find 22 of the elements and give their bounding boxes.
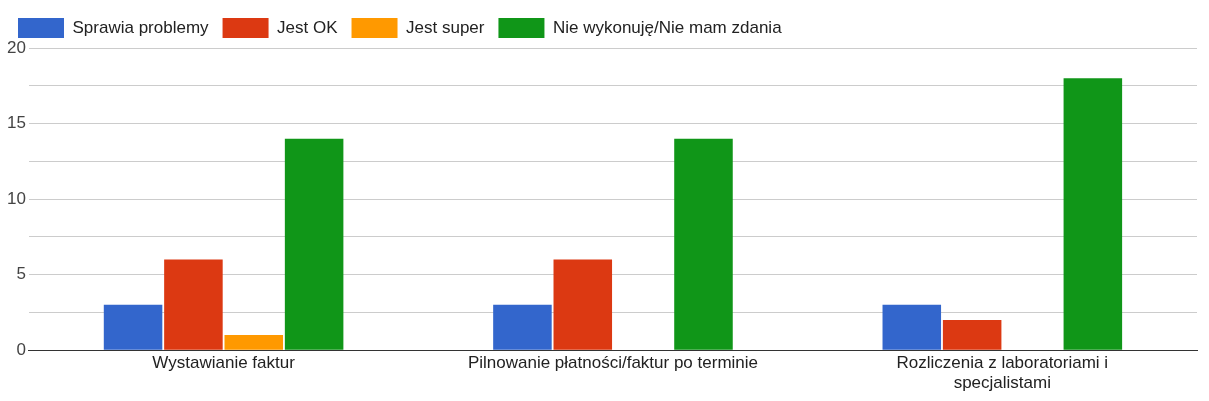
y-tick-label: 5 — [16, 264, 26, 284]
bar — [674, 138, 733, 350]
legend-label: Jest super — [406, 17, 485, 37]
y-tick-label: 15 — [6, 113, 26, 133]
x-tick-label: Wystawianie faktur — [152, 353, 296, 373]
bar — [942, 319, 1002, 350]
x-tick-label: Pilnowanie płatności/faktur po terminie — [467, 353, 759, 373]
y-tick-label: 10 — [6, 188, 26, 208]
bar — [284, 138, 344, 350]
legend-label: Nie wykonuję/Nie mam zdania — [552, 17, 783, 37]
bar — [1063, 78, 1123, 350]
bar — [164, 259, 223, 350]
bar — [493, 304, 552, 350]
legend-label: Sprawia problemy — [72, 17, 210, 37]
bar — [103, 304, 163, 350]
y-tick-label: 0 — [16, 339, 26, 359]
bar — [224, 335, 284, 350]
x-tick-label: Rozliczenia z laboratoriami i specjalistami — [896, 353, 1109, 393]
legend-label: Jest OK — [277, 17, 339, 37]
bar — [553, 259, 613, 350]
y-tick-label: 20 — [6, 37, 26, 57]
bar — [882, 304, 942, 350]
